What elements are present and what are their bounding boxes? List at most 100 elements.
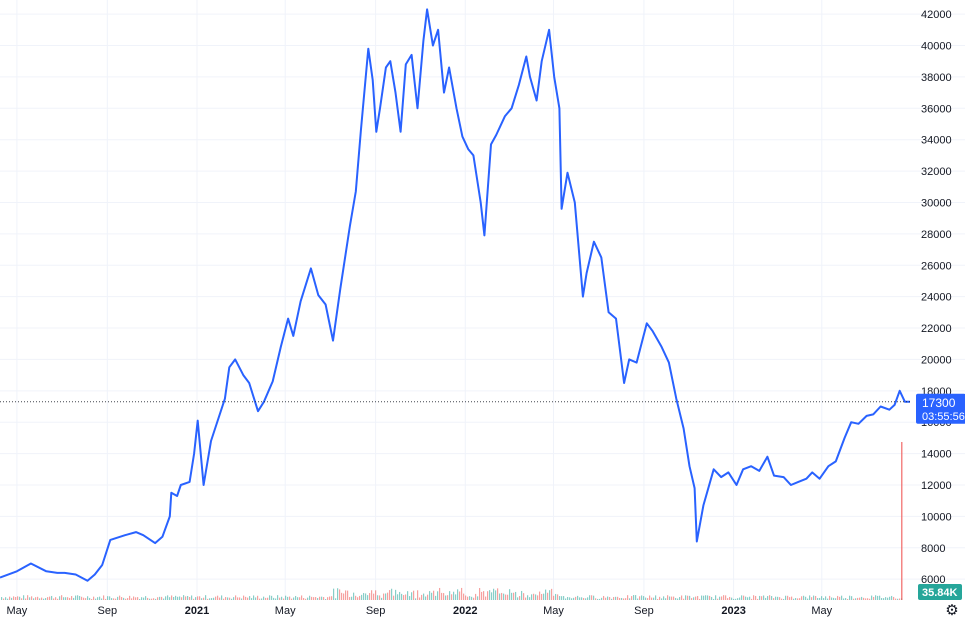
volume-bar: [61, 595, 62, 600]
volume-bar: [317, 598, 318, 600]
volume-bar: [699, 599, 700, 600]
volume-bar: [221, 595, 222, 600]
volume-bar: [407, 591, 408, 600]
volume-bar: [649, 596, 650, 600]
volume-bar: [715, 595, 716, 600]
volume-bar: [275, 598, 276, 600]
volume-bar: [345, 590, 346, 600]
volume-bar: [843, 598, 844, 600]
volume-bar: [743, 596, 744, 600]
volume-bar: [805, 597, 806, 600]
volume-bar: [701, 596, 702, 600]
volume-bar: [883, 598, 884, 600]
volume-bar: [201, 598, 202, 600]
volume-bar: [111, 598, 112, 600]
volume-bar: [179, 596, 180, 600]
volume-bar: [79, 596, 80, 600]
volume-bar: [853, 599, 854, 600]
volume-bar: [5, 597, 6, 600]
volume-bar: [445, 596, 446, 600]
volume-bar: [19, 597, 20, 600]
volume-bar: [887, 598, 888, 600]
volume-bar: [439, 588, 440, 600]
volume-bar: [331, 596, 332, 600]
volume-bar: [575, 597, 576, 600]
volume-bar: [609, 597, 610, 600]
volume-bar: [835, 598, 836, 600]
volume-bar: [601, 598, 602, 600]
volume-bar: [219, 598, 220, 600]
volume-bar: [645, 598, 646, 600]
countdown-label: 03:55:56: [922, 411, 965, 423]
volume-bar: [539, 592, 540, 600]
volume-bar: [635, 595, 636, 600]
volume-bar: [193, 599, 194, 600]
volume-bar: [217, 596, 218, 600]
volume-bar: [403, 595, 404, 600]
volume-bar: [157, 597, 158, 600]
volume-bar: [669, 596, 670, 600]
volume-bar: [351, 597, 352, 600]
volume-bar: [707, 595, 708, 600]
volume-bar: [405, 594, 406, 600]
volume-bar: [493, 589, 494, 600]
volume-bar: [591, 595, 592, 600]
volume-bar: [245, 597, 246, 600]
volume-bar: [775, 597, 776, 600]
volume-bar: [821, 596, 822, 600]
volume-bar: [101, 598, 102, 600]
volume-bar: [739, 598, 740, 600]
volume-bar: [299, 597, 300, 600]
volume-bar: [177, 597, 178, 600]
volume-bar: [361, 595, 362, 600]
volume-bar: [457, 589, 458, 600]
volume-bar: [225, 597, 226, 600]
volume-bar: [261, 598, 262, 600]
volume-bar: [841, 596, 842, 600]
volume-bar: [123, 598, 124, 600]
volume-bar: [845, 598, 846, 600]
volume-bar: [705, 595, 706, 600]
settings-gear-icon[interactable]: ⚙: [943, 602, 961, 620]
volume-bar: [553, 596, 554, 600]
volume-bar: [51, 596, 52, 600]
volume-bar: [321, 597, 322, 600]
volume-bar: [285, 596, 286, 600]
volume-bar: [397, 594, 398, 600]
volume-bar: [723, 595, 724, 600]
volume-bar: [199, 596, 200, 600]
volume-bar: [65, 597, 66, 600]
volume-bar: [855, 598, 856, 600]
volume-bar: [269, 595, 270, 600]
volume-bar: [691, 598, 692, 600]
volume-bar: [555, 594, 556, 600]
volume-bar: [543, 594, 544, 600]
volume-bar: [249, 596, 250, 600]
volume-bar: [621, 598, 622, 600]
volume-bar: [191, 595, 192, 600]
volume-bar: [825, 596, 826, 600]
volume-bar: [639, 596, 640, 600]
volume-bar: [295, 596, 296, 600]
y-tick-label: 22000: [921, 323, 952, 335]
volume-bar: [355, 596, 356, 600]
volume-bar: [427, 595, 428, 600]
volume-bar: [365, 593, 366, 600]
volume-bar: [85, 598, 86, 600]
volume-bar: [229, 598, 230, 600]
volume-bar: [357, 597, 358, 600]
volume-bar: [749, 597, 750, 600]
volume-bar: [399, 592, 400, 600]
volume-bar: [513, 593, 514, 600]
volume-bar: [431, 593, 432, 600]
volume-bar: [115, 599, 116, 600]
volume-bar: [69, 598, 70, 600]
volume-bar: [571, 598, 572, 600]
volume-bar: [511, 593, 512, 600]
volume-bar: [33, 598, 34, 600]
volume-bar: [195, 597, 196, 600]
volume-bar: [411, 592, 412, 600]
volume-bar: [75, 596, 76, 600]
y-tick-label: 40000: [921, 41, 952, 53]
